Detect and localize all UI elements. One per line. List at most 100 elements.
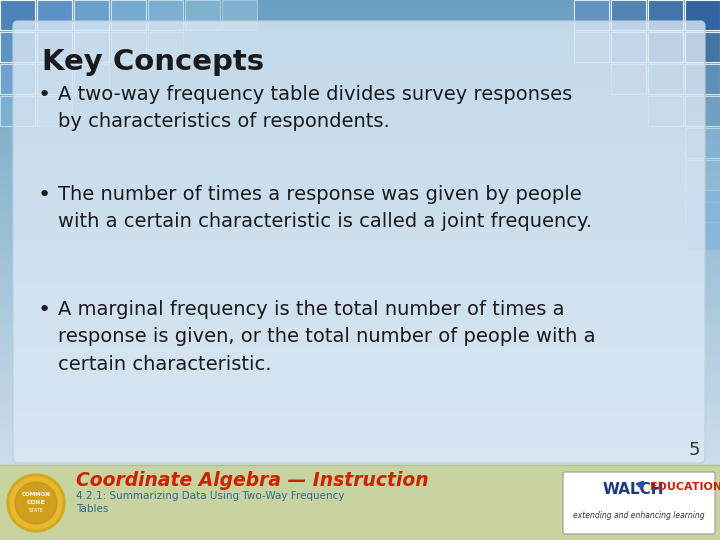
Bar [685, 96, 720, 126]
Bar [0, 393, 720, 397]
Bar [0, 223, 720, 227]
Bar [0, 528, 720, 532]
Bar [0, 274, 720, 278]
Bar [0, 444, 720, 448]
Bar [0, 250, 720, 254]
Text: 4.2.1: Summarizing Data Using Two-Way Frequency
Tables: 4.2.1: Summarizing Data Using Two-Way Fr… [76, 491, 344, 514]
Bar [0, 291, 720, 294]
Bar [0, 436, 720, 440]
Bar [0, 439, 720, 443]
Bar [0, 161, 720, 165]
Bar [0, 147, 720, 151]
Bar [0, 512, 720, 516]
Bar [611, 32, 646, 62]
Bar [0, 366, 720, 370]
Bar [0, 112, 720, 116]
Circle shape [7, 474, 65, 532]
Bar [686, 190, 720, 250]
Bar [0, 361, 720, 365]
Bar [0, 104, 720, 108]
Bar [0, 428, 720, 432]
Bar [685, 0, 720, 30]
Bar [0, 212, 720, 216]
Bar [0, 242, 720, 246]
Bar [0, 201, 720, 205]
Bar [0, 272, 720, 275]
Bar [0, 417, 720, 421]
Bar [0, 482, 720, 486]
Bar [685, 160, 720, 190]
Bar [0, 498, 720, 502]
Bar [37, 96, 72, 126]
Bar [0, 129, 720, 132]
Circle shape [10, 477, 62, 529]
Bar [0, 174, 720, 178]
Bar [74, 64, 109, 94]
Bar [0, 58, 720, 62]
Bar [0, 169, 720, 173]
Bar [37, 32, 72, 62]
Bar [74, 0, 109, 30]
Bar [0, 177, 720, 181]
Bar [648, 64, 683, 94]
FancyBboxPatch shape [13, 21, 705, 463]
Bar [0, 523, 720, 526]
Bar [0, 45, 720, 49]
Bar [0, 453, 720, 456]
Bar [0, 0, 720, 3]
Bar [0, 226, 720, 230]
Bar [0, 431, 720, 435]
Bar [0, 164, 720, 167]
Bar [0, 72, 720, 76]
Bar [0, 77, 720, 81]
Bar [0, 536, 720, 540]
Bar [0, 282, 720, 286]
Bar [611, 64, 646, 94]
Bar [0, 285, 720, 289]
Bar [0, 328, 720, 332]
Bar [0, 266, 720, 270]
Bar [611, 0, 646, 30]
Bar [0, 485, 720, 489]
Bar [0, 253, 720, 256]
Bar [648, 32, 683, 62]
Bar [0, 34, 720, 38]
Bar [0, 345, 720, 348]
Bar [0, 39, 720, 43]
Bar [685, 32, 720, 62]
Bar [0, 461, 720, 464]
Bar [0, 118, 720, 122]
Bar [0, 509, 720, 513]
Bar [0, 15, 720, 19]
Bar [0, 196, 720, 200]
Bar [0, 12, 720, 16]
Bar [0, 323, 720, 327]
Bar [0, 318, 720, 321]
Bar [0, 166, 720, 170]
Bar [0, 42, 720, 46]
FancyBboxPatch shape [563, 472, 715, 534]
Bar [0, 102, 720, 105]
Bar [0, 172, 720, 176]
Bar [0, 426, 720, 429]
Bar [0, 37, 720, 40]
Bar [0, 501, 720, 505]
Bar [0, 158, 720, 162]
Bar [0, 269, 720, 273]
Bar [0, 261, 720, 265]
Bar [0, 239, 720, 243]
Text: •: • [38, 185, 51, 205]
Bar [0, 50, 720, 54]
Circle shape [15, 482, 57, 524]
Bar [0, 234, 720, 238]
Bar [0, 412, 720, 416]
Text: COMMON: COMMON [22, 492, 50, 497]
Text: •: • [38, 85, 51, 105]
Bar [0, 18, 720, 22]
Bar [0, 507, 720, 510]
Text: EDUCATION: EDUCATION [650, 482, 720, 492]
Bar [0, 10, 720, 14]
Bar [0, 29, 720, 32]
Bar [111, 0, 146, 30]
Bar [0, 280, 720, 284]
